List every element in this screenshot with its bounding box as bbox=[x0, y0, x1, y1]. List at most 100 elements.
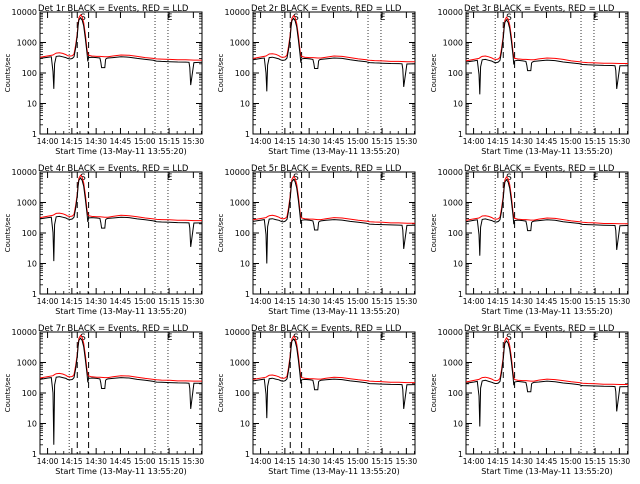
y-tick-label: 10 bbox=[240, 260, 250, 269]
x-tick-label: 14:00 bbox=[463, 137, 485, 146]
events-series-line bbox=[252, 338, 416, 419]
x-tick-label: 15:30 bbox=[609, 137, 631, 146]
x-tick-label: 14:00 bbox=[250, 137, 272, 146]
lld-series-line bbox=[39, 174, 202, 222]
y-tick-label: 1 bbox=[458, 130, 463, 139]
x-tick-label: 14:45 bbox=[323, 297, 345, 306]
y-axis-label: Counts/sec bbox=[217, 54, 225, 93]
detector-panel-9: Det 9r BLACK = Events, RED = LLD 1 10 100 10… bbox=[426, 320, 639, 484]
y-tick-label: 10000 bbox=[438, 8, 463, 17]
plot-frame bbox=[252, 171, 416, 295]
x-tick-label: 14:30 bbox=[511, 297, 533, 306]
x-tick-label: 14:15 bbox=[274, 297, 296, 306]
y-tick-label: 100 bbox=[448, 389, 463, 398]
start-marker: S bbox=[80, 173, 86, 183]
y-tick-label: 10000 bbox=[438, 328, 463, 337]
y-tick-label: 1 bbox=[32, 130, 37, 139]
y-axis-label: Counts/sec bbox=[430, 374, 438, 413]
end-marker: E bbox=[380, 333, 386, 343]
detector-panel-8: Det 8r BLACK = Events, RED = LLD 1 10 100 10… bbox=[213, 320, 426, 484]
detector-chart: Det 3r BLACK = Events, RED = LLD 1 10 100 10… bbox=[430, 4, 631, 156]
y-tick-label: 10 bbox=[27, 100, 37, 109]
x-tick-label: 15:00 bbox=[347, 137, 369, 146]
x-tick-label: 15:30 bbox=[396, 137, 418, 146]
events-series-line bbox=[39, 16, 203, 89]
y-tick-label: 1000 bbox=[443, 359, 463, 368]
y-tick-label: 1 bbox=[458, 290, 463, 299]
x-axis-label: Start Time (13-May-11 13:55:20) bbox=[268, 147, 399, 156]
y-tick-label: 10 bbox=[453, 260, 463, 269]
y-tick-label: 1000 bbox=[230, 39, 250, 48]
chart-title: Det 4r BLACK = Events, RED = LLD bbox=[38, 164, 189, 174]
x-tick-label: 14:00 bbox=[463, 297, 485, 306]
plot-frame bbox=[252, 331, 416, 455]
y-tick-label: 1000 bbox=[230, 199, 250, 208]
y-tick-label: 100 bbox=[22, 69, 37, 78]
x-tick-label: 15:00 bbox=[134, 137, 156, 146]
y-tick-label: 100 bbox=[235, 69, 250, 78]
x-tick-label: 14:00 bbox=[37, 297, 59, 306]
y-axis-label: Counts/sec bbox=[4, 54, 12, 93]
x-tick-label: 14:45 bbox=[323, 137, 345, 146]
x-tick-label: 15:00 bbox=[560, 457, 582, 466]
detector-chart: Det 4r BLACK = Events, RED = LLD 1 10 100 10… bbox=[4, 164, 205, 316]
y-axis-label: Counts/sec bbox=[430, 54, 438, 93]
detector-chart: Det 5r BLACK = Events, RED = LLD 1 10 100 10… bbox=[217, 164, 418, 316]
y-tick-label: 1000 bbox=[17, 199, 37, 208]
chart-title: Det 3r BLACK = Events, RED = LLD bbox=[464, 4, 615, 14]
y-tick-label: 1000 bbox=[443, 199, 463, 208]
x-tick-label: 15:00 bbox=[134, 457, 156, 466]
events-series-line bbox=[252, 17, 416, 92]
end-marker: E bbox=[593, 13, 599, 23]
x-tick-label: 14:30 bbox=[85, 137, 107, 146]
x-tick-label: 14:45 bbox=[536, 297, 558, 306]
y-tick-label: 10000 bbox=[12, 328, 37, 337]
x-tick-label: 14:45 bbox=[110, 297, 132, 306]
y-tick-label: 10000 bbox=[225, 168, 250, 177]
events-series-line bbox=[39, 177, 203, 262]
start-marker: S bbox=[506, 333, 512, 343]
start-marker: S bbox=[506, 173, 512, 183]
x-tick-label: 14:30 bbox=[298, 297, 320, 306]
x-tick-label: 15:30 bbox=[183, 137, 205, 146]
plot-frame bbox=[252, 11, 416, 135]
x-tick-label: 14:00 bbox=[37, 137, 59, 146]
x-tick-label: 14:15 bbox=[487, 137, 509, 146]
x-tick-label: 15:30 bbox=[183, 297, 205, 306]
y-tick-label: 1 bbox=[245, 450, 250, 459]
lld-series-line bbox=[39, 14, 202, 61]
x-axis-label: Start Time (13-May-11 13:55:20) bbox=[268, 467, 399, 476]
x-tick-label: 14:15 bbox=[487, 457, 509, 466]
y-tick-label: 10 bbox=[453, 100, 463, 109]
x-tick-label: 14:30 bbox=[298, 457, 320, 466]
x-tick-label: 14:45 bbox=[110, 457, 132, 466]
x-tick-label: 15:30 bbox=[396, 297, 418, 306]
x-tick-label: 14:15 bbox=[274, 137, 296, 146]
x-tick-label: 15:15 bbox=[584, 457, 606, 466]
x-tick-label: 14:45 bbox=[536, 457, 558, 466]
x-axis-label: Start Time (13-May-11 13:55:20) bbox=[268, 307, 399, 316]
chart-title: Det 7r BLACK = Events, RED = LLD bbox=[38, 324, 189, 334]
chart-title: Det 1r BLACK = Events, RED = LLD bbox=[38, 4, 189, 14]
y-axis-label: Counts/sec bbox=[4, 374, 12, 413]
x-tick-label: 14:15 bbox=[61, 137, 83, 146]
y-tick-label: 1000 bbox=[17, 359, 37, 368]
x-tick-label: 15:15 bbox=[371, 137, 393, 146]
chart-title: Det 9r BLACK = Events, RED = LLD bbox=[464, 324, 615, 334]
detector-panel-7: Det 7r BLACK = Events, RED = LLD 1 10 100 10… bbox=[0, 320, 213, 484]
lld-series-line bbox=[39, 334, 202, 382]
detector-panel-6: Det 6r BLACK = Events, RED = LLD 1 10 100 10… bbox=[426, 160, 639, 324]
y-tick-label: 1000 bbox=[17, 39, 37, 48]
x-tick-label: 14:15 bbox=[274, 457, 296, 466]
x-tick-label: 14:45 bbox=[536, 137, 558, 146]
y-tick-label: 10 bbox=[27, 420, 37, 429]
x-axis-label: Start Time (13-May-11 13:55:20) bbox=[55, 307, 186, 316]
detector-panel-3: Det 3r BLACK = Events, RED = LLD 1 10 100 10… bbox=[426, 0, 639, 164]
lld-series-line bbox=[465, 336, 628, 385]
y-tick-label: 100 bbox=[22, 229, 37, 238]
x-axis-label: Start Time (13-May-11 13:55:20) bbox=[481, 467, 612, 476]
x-tick-label: 15:00 bbox=[134, 297, 156, 306]
x-tick-label: 14:00 bbox=[250, 457, 272, 466]
end-marker: E bbox=[593, 333, 599, 343]
plot-frame bbox=[39, 11, 203, 135]
